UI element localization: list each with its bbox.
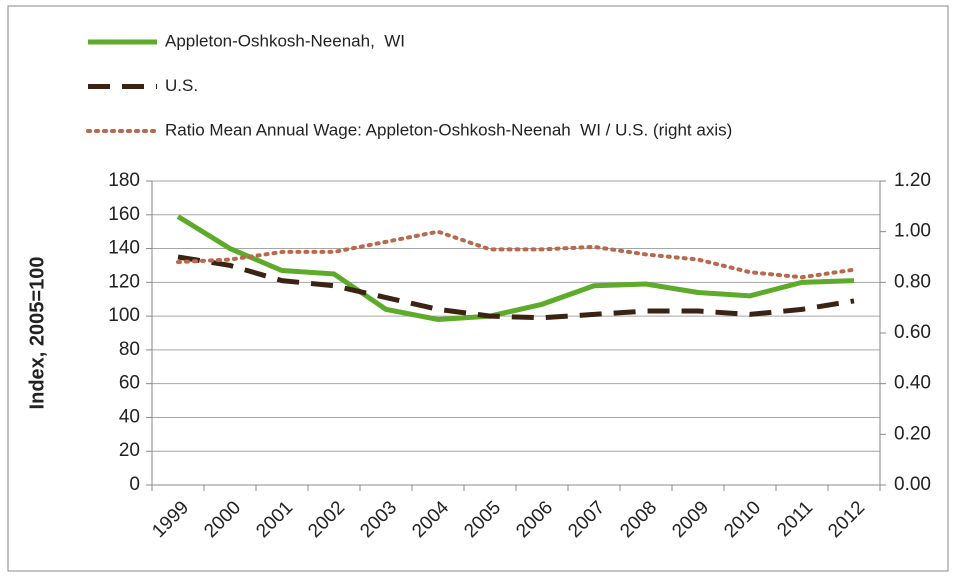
chart-frame xyxy=(7,5,949,572)
y2-tick-label: 1.00 xyxy=(894,221,931,242)
y-tick-label: 140 xyxy=(108,238,140,259)
y2-tick-label: 0.40 xyxy=(894,373,931,394)
y-tick-label: 160 xyxy=(108,204,140,225)
y-tick-label: 20 xyxy=(119,440,140,461)
y-tick-label: 180 xyxy=(108,170,140,191)
series-line xyxy=(177,254,855,321)
series-line xyxy=(176,214,855,323)
legend-label: Appleton-Oshkosh-Neenah, WI xyxy=(165,31,405,50)
legend-label: Ratio Mean Annual Wage: Appleton-Oshkosh… xyxy=(165,120,732,139)
y-tick-label: 40 xyxy=(119,406,140,427)
legend: Appleton-Oshkosh-Neenah, WI U.S. Ratio Mea… xyxy=(86,31,732,139)
y-tick-label: 100 xyxy=(108,305,140,326)
y2-tick-label: 1.20 xyxy=(894,170,931,191)
y-tick-label: 120 xyxy=(108,271,140,292)
y2-tick-label: 0.20 xyxy=(894,423,931,444)
y2-tick-label: 0.00 xyxy=(894,474,931,495)
legend-label: U.S. xyxy=(165,76,198,95)
y2-tick-label: 0.60 xyxy=(894,322,931,343)
y-tick-label: 80 xyxy=(119,339,140,360)
y-axis-label: Index, 2005=100 xyxy=(26,257,48,410)
y2-tick-label: 0.80 xyxy=(894,271,931,292)
y-tick-label: 0 xyxy=(129,474,140,495)
series-line xyxy=(176,229,856,280)
y-tick-label: 60 xyxy=(119,373,140,394)
